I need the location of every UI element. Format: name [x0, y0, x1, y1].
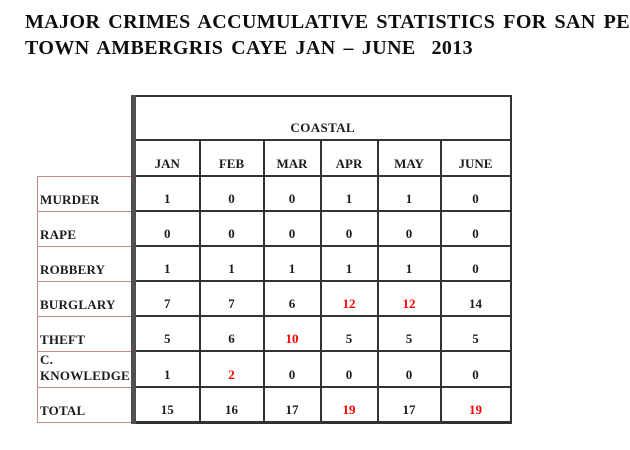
region-header-coastal: COASTAL [131, 95, 512, 141]
data-cell: 6 [198, 315, 265, 352]
data-cell: 17 [262, 386, 322, 424]
data-cell: 7 [131, 280, 201, 317]
data-cell: 17 [376, 386, 442, 424]
data-cell: 1 [131, 350, 201, 388]
data-cell: 0 [376, 210, 442, 247]
row-label-theft: THEFT [37, 315, 134, 352]
page-title-line1: MAJOR CRIMES ACCUMULATIVE STATISTICS FOR… [25, 11, 630, 33]
table-row-murder: MURDER 1 0 0 1 1 0 [37, 175, 512, 212]
data-cell: 0 [262, 210, 322, 247]
data-cell: 2 [198, 350, 265, 388]
data-cell: 1 [376, 175, 442, 212]
row-label-total: TOTAL [37, 386, 134, 423]
data-cell: 0 [198, 175, 265, 212]
data-cell: 0 [319, 350, 379, 388]
table-row-c-knowledge: C. KNOWLEDGE 1 2 0 0 0 0 [37, 350, 512, 388]
col-header-june: JUNE [439, 139, 512, 177]
table-row-theft: THEFT 5 6 10 5 5 5 [37, 315, 512, 352]
data-cell: 7 [198, 280, 265, 317]
data-cell: 10 [262, 315, 322, 352]
row-label-c-knowledge: C. KNOWLEDGE [37, 350, 134, 388]
data-cell: 1 [376, 245, 442, 282]
data-cell: 0 [439, 350, 512, 388]
col-header-apr: APR [319, 139, 379, 177]
corner-spacer [38, 96, 134, 140]
table-row-robbery: ROBBERY 1 1 1 1 1 0 [37, 245, 512, 282]
data-cell: 12 [376, 280, 442, 317]
data-cell: 0 [262, 350, 322, 388]
col-header-may: MAY [376, 139, 442, 177]
page-title-line2: TOWN AMBERGRIS CAYE JAN – JUNE 2013 [25, 37, 474, 59]
data-cell: 0 [439, 175, 512, 212]
data-cell: 1 [131, 245, 201, 282]
col-header-feb: FEB [198, 139, 265, 177]
data-cell: 0 [439, 245, 512, 282]
data-cell: 1 [319, 175, 379, 212]
table-row-burglary: BURGLARY 7 7 6 12 12 14 [37, 280, 512, 317]
data-cell: 5 [131, 315, 201, 352]
data-cell: 6 [262, 280, 322, 317]
table-row-total: TOTAL 15 16 17 19 17 19 [37, 386, 512, 424]
data-cell: 1 [262, 245, 322, 282]
data-cell: 0 [439, 210, 512, 247]
data-cell: 5 [319, 315, 379, 352]
data-cell: 1 [319, 245, 379, 282]
data-cell: 1 [131, 175, 201, 212]
table-row-rape: RAPE 0 0 0 0 0 0 [37, 210, 512, 247]
data-cell: 12 [319, 280, 379, 317]
col-header-jan: JAN [131, 139, 201, 177]
data-cell: 5 [376, 315, 442, 352]
data-cell: 5 [439, 315, 512, 352]
data-cell: 0 [131, 210, 201, 247]
data-cell: 0 [262, 175, 322, 212]
row-label-rape: RAPE [37, 210, 134, 247]
page-title: MAJOR CRIMES ACCUMULATIVE STATISTICS FOR… [25, 9, 630, 61]
data-cell: 19 [439, 386, 512, 424]
row-label-burglary: BURGLARY [37, 280, 134, 317]
col-header-mar: MAR [262, 139, 322, 177]
data-cell: 0 [376, 350, 442, 388]
row-label-robbery: ROBBERY [37, 245, 134, 282]
month-header-row: JAN FEB MAR APR MAY JUNE [38, 139, 512, 177]
row-label-murder: MURDER [37, 175, 134, 212]
data-cell: 0 [319, 210, 379, 247]
region-header-row: COASTAL [38, 95, 512, 141]
crime-stats-table: COASTAL JAN FEB MAR APR MAY JUNE MURDER … [37, 95, 512, 424]
data-cell: 1 [198, 245, 265, 282]
data-cell: 16 [198, 386, 265, 424]
data-cell: 0 [198, 210, 265, 247]
corner-spacer [38, 140, 134, 176]
data-cell: 15 [131, 386, 201, 424]
data-cell: 19 [319, 386, 379, 424]
data-cell: 14 [439, 280, 512, 317]
